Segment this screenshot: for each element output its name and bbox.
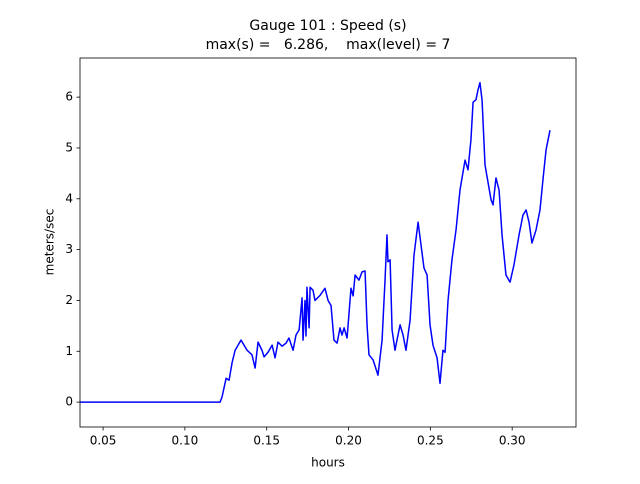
chart-subtitle: max(s) = 6.286, max(level) = 7 [206, 37, 451, 53]
plot-frame [79, 57, 577, 428]
y-axis-label: meters/sec [43, 209, 57, 276]
chart-title: Gauge 101 : Speed (s) [249, 18, 406, 34]
x-tick-label: 0.15 [253, 434, 280, 448]
y-tick-label: 1 [65, 344, 73, 358]
x-tick-label: 0.05 [90, 434, 117, 448]
y-tick-label: 5 [65, 140, 73, 154]
data-line [80, 81, 551, 403]
x-axis-label: hours [311, 456, 345, 470]
y-tick-label: 0 [65, 395, 73, 409]
x-tick-label: 0.25 [417, 434, 444, 448]
x-tick-label: 0.30 [499, 434, 526, 448]
y-tick-label: 3 [65, 242, 73, 256]
y-tick-label: 2 [65, 293, 73, 307]
x-tick-label: 0.20 [335, 434, 362, 448]
x-tick-label: 0.10 [172, 434, 199, 448]
y-tick-label: 4 [65, 191, 73, 205]
y-tick-label: 6 [65, 90, 73, 104]
